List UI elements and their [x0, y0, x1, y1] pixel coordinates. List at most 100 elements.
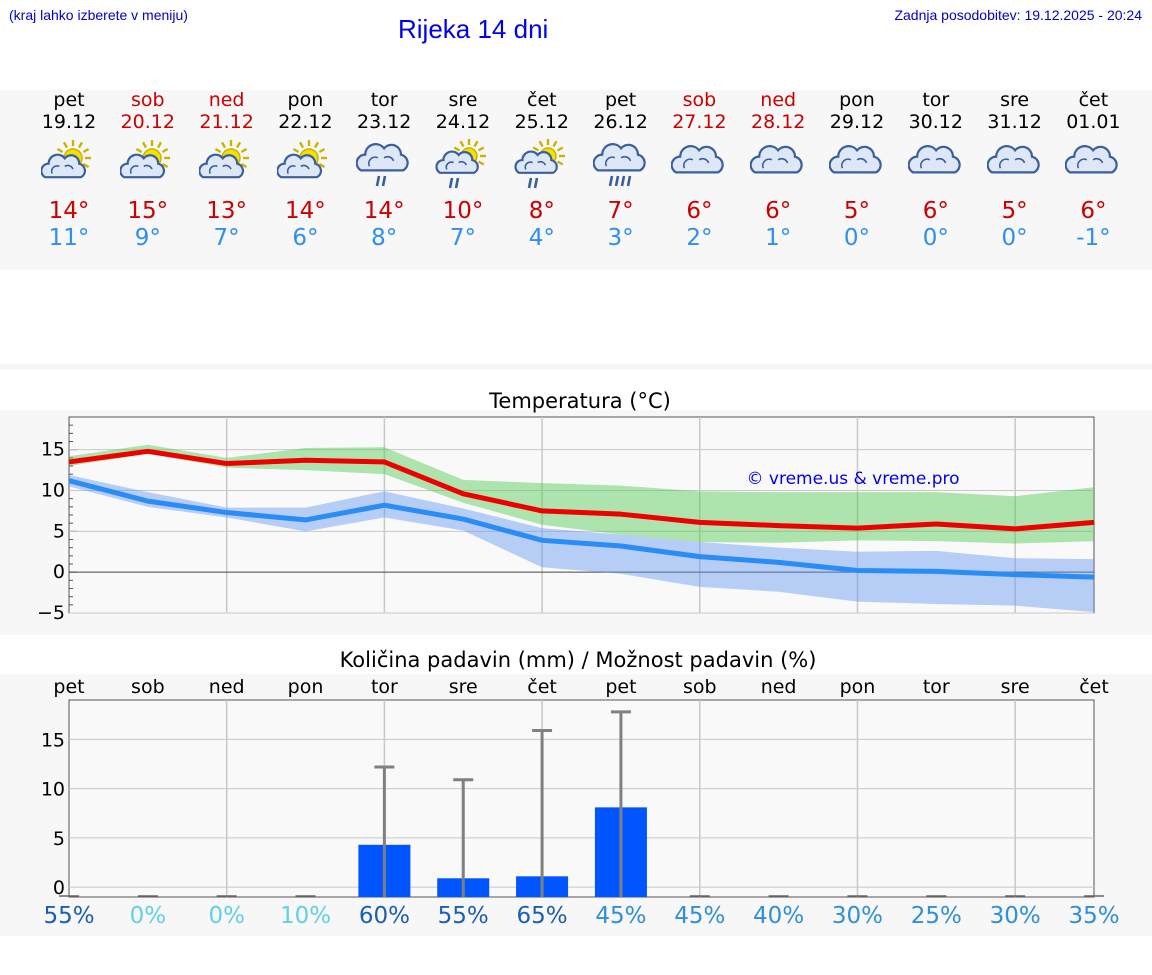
y-tick-label: 5 [53, 520, 65, 542]
y-tick-label: 5 [53, 828, 65, 850]
temp-min: 8° [371, 225, 398, 251]
y-tick-label: 10 [41, 779, 65, 801]
x-tick-label: čet [527, 676, 557, 698]
day-date: 31.12 [987, 111, 1042, 133]
x-tick-label: ned [761, 676, 797, 698]
day-date: 27.12 [672, 111, 727, 133]
day-date: 23.12 [356, 111, 412, 133]
precip-probability: 10% [279, 903, 332, 929]
temp-min: 2° [686, 225, 713, 251]
temp-min: 1° [765, 225, 792, 251]
precip-probability: 45% [674, 903, 726, 929]
x-tick-label: tor [923, 676, 950, 698]
y-tick-label: −5 [37, 602, 65, 624]
day-date: 20.12 [120, 111, 175, 133]
x-tick-label: pet [53, 676, 84, 698]
last-updated: Zadnja posodobitev: 19.12.2025 - 20:24 [894, 7, 1142, 23]
day-name: tor [370, 89, 398, 111]
y-tick-label: 0 [53, 561, 65, 583]
day-column: sob 27.12 [659, 89, 739, 133]
temp-min: 0° [1001, 225, 1028, 251]
x-tick-label: pet [605, 676, 636, 698]
day-name: ned [760, 89, 797, 111]
day-column: pet 19.12 [29, 89, 109, 133]
sun-cloud-icon [119, 140, 170, 179]
day-date: 22.12 [278, 111, 333, 133]
day-name: sob [682, 89, 717, 111]
temp-max: 14° [48, 198, 90, 224]
sun-cloud-rain-icon [514, 139, 565, 189]
day-column: sob 20.12 [108, 89, 188, 133]
cloud-icon [907, 145, 961, 174]
sun-cloud-icon [41, 140, 91, 179]
day-name: čet [527, 89, 557, 111]
precip-probability: 65% [516, 903, 568, 929]
precip-probability: 0% [208, 903, 245, 929]
x-tick-label: tor [371, 676, 398, 698]
x-tick-label: sob [683, 676, 717, 698]
temp-max: 10° [442, 198, 484, 224]
day-column: sre 24.12 [423, 89, 503, 133]
day-date: 28.12 [750, 111, 806, 133]
precip-probability: 25% [910, 903, 962, 929]
day-column: čet 01.01 [1053, 89, 1133, 133]
sun-cloud-icon [198, 140, 249, 179]
page-title: Rijeka 14 dni [398, 14, 549, 44]
tmin-line [68, 478, 1095, 580]
x-tick-label: sre [1001, 676, 1030, 698]
temp-min: 3° [607, 225, 634, 251]
temp-max: 13° [206, 198, 247, 224]
day-column: sre 31.12 [975, 89, 1055, 133]
cloud-heavy-rain-icon [592, 143, 646, 187]
city-hint-link[interactable]: (kraj lahko izberete v meniju) [9, 7, 188, 23]
precip-probability: 0% [129, 903, 167, 929]
y-tick-label: 0 [53, 877, 65, 899]
precip-probability: 60% [358, 903, 410, 929]
temp-min: 0° [843, 225, 871, 251]
divider [0, 364, 1152, 370]
cloud-icon [1065, 145, 1119, 174]
sun-cloud-icon [277, 140, 328, 179]
day-name: pet [604, 89, 637, 111]
day-name: tor [922, 89, 950, 111]
day-column: tor 30.12 [896, 89, 976, 133]
day-name: čet [1078, 89, 1109, 111]
day-date: 25.12 [514, 111, 569, 133]
day-name: pet [53, 89, 85, 111]
temp-max: 6° [1080, 198, 1107, 224]
temp-min: -1° [1076, 225, 1111, 251]
y-tick-label: 10 [41, 480, 65, 502]
temp-min: 6° [292, 225, 319, 251]
day-column: pon 22.12 [265, 89, 345, 133]
temp-max: 5° [1001, 198, 1028, 224]
temp-min: 7° [449, 225, 477, 251]
y-tick-label: 15 [41, 439, 65, 461]
day-name: sob [131, 89, 165, 111]
temp-min: 9° [134, 225, 161, 251]
day-date: 26.12 [593, 111, 648, 133]
temp-max: 8° [528, 198, 555, 224]
x-tick-label: pon [840, 676, 876, 698]
temp-max: 15° [127, 198, 169, 224]
temp-max: 14° [285, 198, 326, 224]
cloud-icon [671, 145, 725, 174]
temp-min: 7° [213, 225, 240, 251]
y-tick-label: 15 [41, 729, 65, 751]
precip-probability: 55% [437, 903, 489, 929]
temperature-chart: Temperatura (°C) 15 10 5 0 −5 © vreme.us & vre… [0, 389, 1152, 635]
day-column: pon 29.12 [817, 89, 897, 133]
cloud-icon [750, 145, 803, 174]
day-column: ned 21.12 [187, 89, 267, 133]
day-column: čet 25.12 [502, 89, 582, 133]
day-name: sre [448, 89, 478, 111]
precip-probability: 40% [753, 903, 805, 929]
day-name: sre [1000, 89, 1030, 111]
day-date: 19.12 [41, 111, 97, 133]
tmax-range-band [69, 444, 1094, 544]
tmax-line [68, 448, 1095, 532]
watermark: © vreme.us & vreme.pro [746, 469, 959, 489]
temp-chart-title: Temperatura (°C) [488, 389, 671, 413]
day-date: 01.01 [1066, 111, 1121, 133]
day-date: 21.12 [199, 111, 254, 133]
x-tick-label: pon [288, 676, 324, 698]
